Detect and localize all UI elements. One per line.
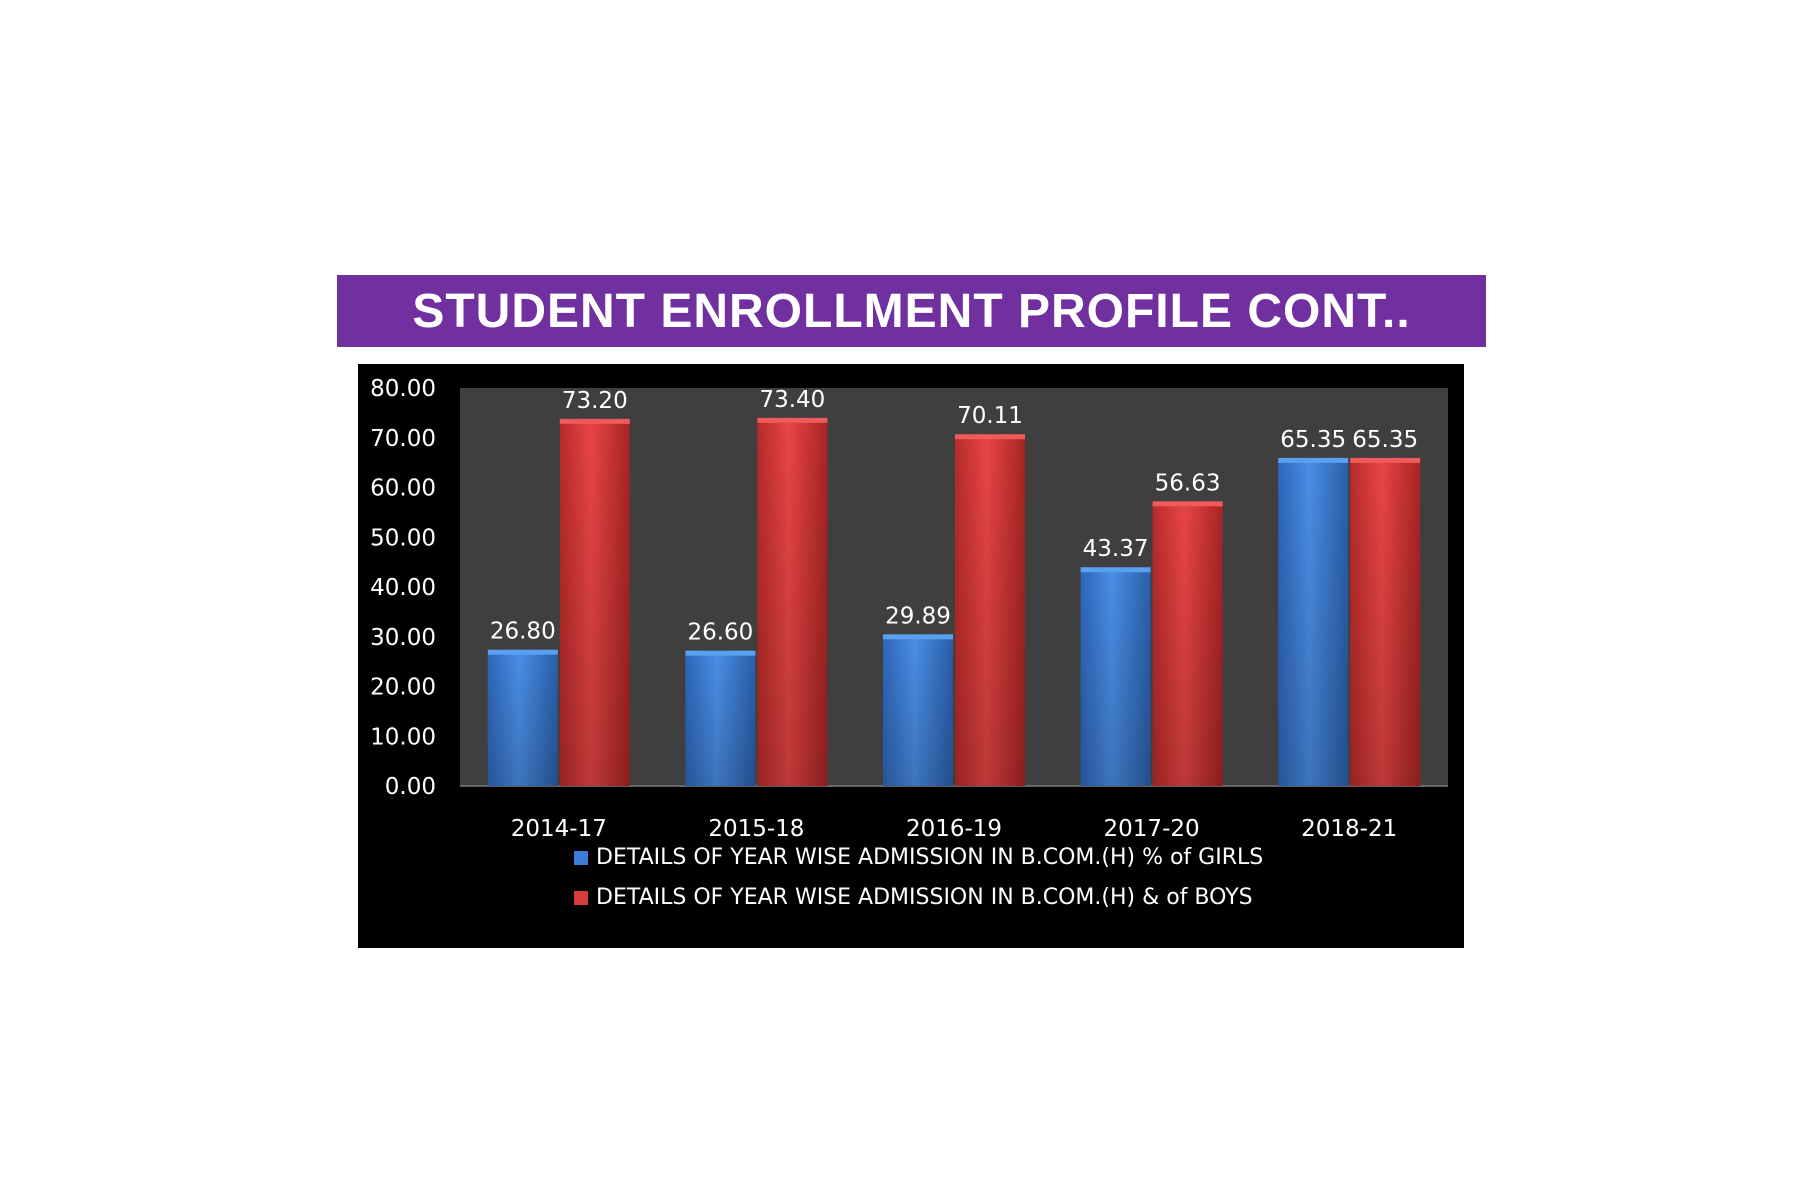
x-tick-label: 2014-17 (511, 816, 607, 842)
bar-top-cap (1278, 457, 1349, 463)
y-tick-label: 80.00 (370, 376, 436, 402)
chart-container: 0.00 10.00 20.00 30.00 40.00 50.00 60.00 70.00 8… (358, 364, 1464, 948)
bar-chart: 0.00 10.00 20.00 30.00 40.00 50.00 60.00 70.00 8… (370, 376, 1448, 910)
bar-shade (1152, 504, 1223, 786)
bar-shade (955, 437, 1025, 786)
bar-top-cap (1080, 567, 1151, 573)
bar-top-cap (559, 418, 630, 424)
bar-shade (883, 637, 953, 786)
bar-shade (685, 653, 756, 786)
y-tick-label: 0.00 (385, 774, 436, 800)
legend-swatch-girls (574, 851, 588, 865)
x-tick-label: 2016-19 (906, 816, 1002, 842)
data-label: 43.37 (1083, 536, 1149, 562)
bar-top-cap (685, 650, 756, 656)
data-label: 56.63 (1155, 470, 1221, 496)
data-label: 26.80 (490, 619, 556, 645)
legend-label-girls: DETAILS OF YEAR WISE ADMISSION IN B.COM.… (596, 845, 1263, 870)
data-label: 65.35 (1280, 427, 1346, 453)
bar-shade (487, 652, 558, 786)
data-label: 70.11 (957, 403, 1023, 429)
data-label: 26.60 (687, 620, 753, 646)
legend-swatch-boys (574, 891, 588, 905)
legend: DETAILS OF YEAR WISE ADMISSION IN B.COM.… (574, 845, 1263, 910)
x-axis: 2014-17 2015-18 2016-19 2017-20 2018-21 (511, 816, 1398, 842)
y-tick-label: 70.00 (370, 426, 436, 452)
y-tick-label: 10.00 (370, 724, 436, 750)
bar-top-cap (1350, 457, 1421, 463)
bar-shade (1278, 460, 1349, 786)
page-title: STUDENT ENROLLMENT PROFILE CONT.. (412, 284, 1411, 338)
bar-top-cap (487, 649, 558, 655)
y-tick-label: 50.00 (370, 525, 436, 551)
x-tick-label: 2015-18 (708, 816, 804, 842)
bar-top-cap (1152, 501, 1223, 507)
y-tick-label: 40.00 (370, 575, 436, 601)
bar-shade (559, 421, 630, 786)
bar-shade (757, 420, 828, 786)
y-tick-label: 30.00 (370, 625, 436, 651)
bar-top-cap (955, 434, 1025, 440)
y-tick-label: 20.00 (370, 675, 436, 701)
x-tick-label: 2018-21 (1301, 816, 1397, 842)
data-label: 73.40 (759, 387, 825, 413)
bar-top-cap (757, 417, 828, 423)
bar-top-cap (883, 634, 953, 640)
bars-group: 26.80 73.20 26.60 73.40 29.89 70.11 43.37 56.63… (487, 387, 1421, 786)
data-label: 29.89 (885, 603, 951, 629)
data-label: 65.35 (1352, 427, 1418, 453)
legend-label-boys: DETAILS OF YEAR WISE ADMISSION IN B.COM.… (596, 885, 1253, 910)
title-banner: STUDENT ENROLLMENT PROFILE CONT.. (337, 275, 1486, 347)
y-tick-label: 60.00 (370, 476, 436, 502)
data-label: 73.20 (562, 388, 628, 414)
bar-shade (1350, 460, 1421, 786)
x-tick-label: 2017-20 (1104, 816, 1200, 842)
bar-shade (1080, 570, 1151, 786)
